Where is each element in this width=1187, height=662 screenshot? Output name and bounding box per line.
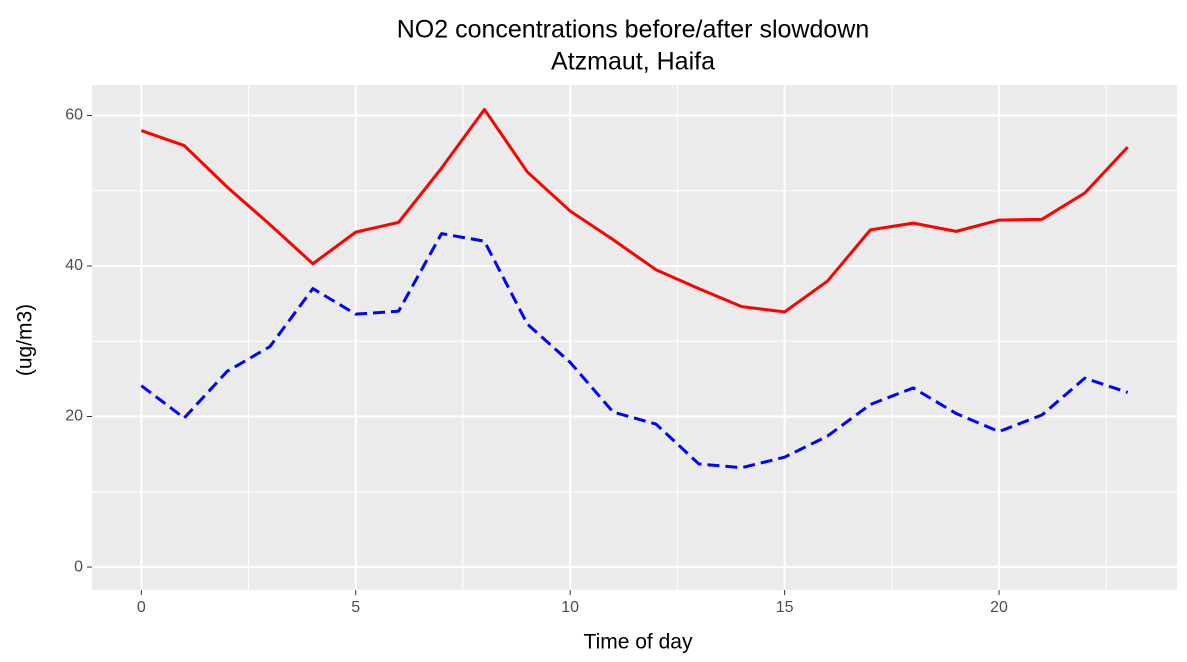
x-tick-label: 15 bbox=[776, 599, 794, 616]
line-series bbox=[140, 232, 1129, 470]
chart-title: NO2 concentrations before/after slowdown bbox=[397, 16, 869, 44]
y-tick-label: 40 bbox=[65, 257, 83, 274]
y-axis-title: (ug/m3) bbox=[14, 304, 37, 376]
y-tick-label: 20 bbox=[65, 408, 83, 425]
x-axis-title: Time of day bbox=[584, 631, 693, 654]
x-tick-label: 20 bbox=[990, 599, 1008, 616]
y-tick-label: 60 bbox=[65, 107, 83, 124]
panel bbox=[92, 85, 1177, 590]
x-tick-label: 5 bbox=[351, 599, 360, 616]
x-tick-label: 10 bbox=[561, 599, 579, 616]
y-tick-label: 0 bbox=[74, 558, 83, 575]
line-series bbox=[140, 107, 1129, 314]
x-tick-label: 0 bbox=[137, 599, 146, 616]
chart-subtitle: Atzmaut, Haifa bbox=[551, 48, 715, 76]
